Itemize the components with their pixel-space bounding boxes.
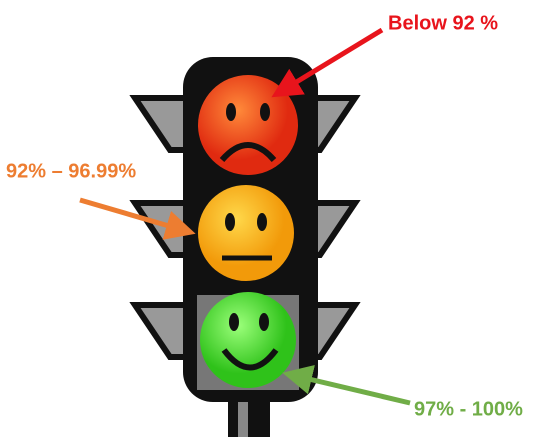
- label: Below 92 %: [388, 12, 498, 34]
- page: {"signals": [{"label": "Below 92 %"}, {"…: [0, 0, 544, 437]
- traffic-light-diagram: Below 92 % 92% – 96.99% 97% - 100%: [0, 0, 544, 437]
- yellow-light: [198, 185, 294, 281]
- green-light: [200, 292, 296, 388]
- label: 92% – 96.99%: [6, 160, 136, 182]
- label: 97% - 100%: [414, 398, 523, 420]
